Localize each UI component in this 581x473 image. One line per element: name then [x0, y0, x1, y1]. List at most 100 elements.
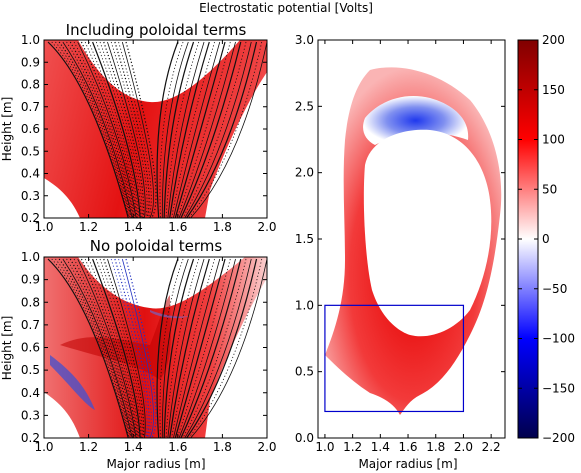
field-line: [77, 41, 137, 218]
field-line: [180, 258, 242, 438]
y-tick-label: 2.0: [295, 166, 314, 180]
panel-top-left: Including poloidal terms Height [m] 1.0 1…: [0, 21, 277, 234]
field-line: [77, 258, 137, 438]
field-line: [156, 41, 179, 218]
field-line: [169, 41, 210, 218]
field-line: [165, 258, 200, 438]
field-line: [161, 41, 189, 218]
field-line: [55, 41, 131, 218]
field-line: [174, 258, 226, 438]
field-line: [99, 41, 143, 218]
ticks-right: 1.0 1.2 1.4 1.6 1.8 2.0 2.2 0.0 0.5 1.0 1.5 2.0 2.5 3…: [295, 33, 505, 454]
y-tick-label: 3.0: [295, 33, 314, 47]
field-line: [118, 258, 152, 438]
y-tick-label: 0.2: [21, 211, 40, 225]
field-line: [103, 258, 145, 438]
y-tick-label: 0.0: [295, 431, 314, 445]
field-line: [99, 258, 143, 438]
field-line: [176, 41, 231, 218]
y-tick-label: 2.5: [295, 99, 314, 113]
x-tick-label: 2.0: [454, 440, 473, 454]
y-tick-label: 1.0: [21, 250, 40, 264]
field-line: [190, 41, 267, 218]
y-tick-label: 0.9: [21, 273, 40, 287]
field-line: [184, 41, 252, 218]
colorbar-tick-label: 50: [542, 182, 557, 196]
field-line: [178, 258, 236, 438]
dark-band-bottom: [60, 295, 171, 380]
xlabel-bottom-left: Major radius [m]: [106, 457, 205, 471]
field-line: [125, 41, 157, 218]
field-line: [161, 258, 189, 438]
field-line: [92, 41, 141, 218]
colorbar: 200 150 100 50 0 −50 −100 −150 −200: [517, 33, 575, 445]
field-line: [110, 258, 148, 438]
panel-title-bottom-left: No poloidal terms: [90, 237, 223, 255]
field-line: [125, 258, 157, 438]
y-tick-label: 0.5: [295, 365, 314, 379]
x-tick-label: 1.4: [124, 220, 143, 234]
y-tick-label: 0.4: [21, 167, 40, 181]
x-tick-label: 1.8: [213, 220, 232, 234]
x-tick-label: 1.8: [213, 440, 232, 454]
x-tick-label: 1.2: [79, 440, 98, 454]
field-line: [188, 41, 263, 218]
field-line: [165, 41, 200, 218]
field-line: [62, 41, 133, 218]
field-line: [121, 258, 154, 438]
x-tick-label: 1.0: [315, 440, 334, 454]
field-line: [95, 41, 142, 218]
field-line: [176, 258, 231, 438]
y-tick-label: 1.5: [295, 232, 314, 246]
y-tick-label: 0.3: [21, 189, 40, 203]
x-tick-label: 1.4: [371, 440, 390, 454]
field-line: [66, 258, 134, 438]
panel-title-top-left: Including poloidal terms: [66, 21, 247, 39]
field-line: [107, 41, 146, 218]
field-line: [118, 41, 152, 218]
blue-band-bottom: [50, 355, 95, 410]
field-line: [172, 41, 221, 218]
x-tick-label: 1.0: [34, 220, 53, 234]
field-line: [73, 258, 136, 438]
field-line: [172, 258, 221, 438]
field-line: [163, 258, 195, 438]
x-tick-label: 1.2: [343, 440, 362, 454]
field-line: [51, 258, 130, 438]
colorbar-tick-label: −150: [542, 381, 575, 395]
field-line: [58, 258, 132, 438]
x-tick-label: 1.4: [124, 440, 143, 454]
panel-right: Major radius [m] 1.0 1.2 1.4 1.6 1.8 2.0 2.2 0.…: [295, 33, 506, 471]
field-line: [184, 258, 252, 438]
y-tick-label: 0.4: [21, 386, 40, 400]
colorbar-ticks: 200 150 100 50 0 −50 −100 −150 −200: [518, 33, 575, 445]
x-tick-label: 2.0: [257, 220, 276, 234]
field-line: [114, 41, 150, 218]
colorbar-tick-label: 100: [542, 133, 565, 147]
field-line: [88, 258, 140, 438]
field-line: [47, 41, 129, 218]
field-line: [66, 41, 134, 218]
field-line: [174, 41, 226, 218]
field-line: [47, 258, 129, 438]
y-tick-label: 0.6: [21, 122, 40, 136]
ticks-top-left: 1.0 1.2 1.4 1.6 1.8 2.0 0.2 0.3 0.4 0.5 0.6 0.7 0.8 0…: [21, 33, 277, 234]
figure-title: Electrostatic potential [Volts]: [199, 1, 373, 15]
y-tick-label: 1.0: [295, 298, 314, 312]
field-line: [190, 258, 267, 438]
y-tick-label: 0.7: [21, 100, 40, 114]
x-tick-label: 1.6: [168, 220, 187, 234]
field-line: [156, 258, 179, 438]
x-tick-label: 2.0: [257, 440, 276, 454]
field-line: [178, 41, 236, 218]
field-line: [182, 258, 247, 438]
y-tick-label: 0.2: [21, 431, 40, 445]
x-tick-label: 1.8: [426, 440, 445, 454]
plasma-core-right: [363, 129, 492, 337]
field-line: [167, 258, 205, 438]
field-line: [55, 258, 131, 438]
field-line: [121, 41, 154, 218]
ticks-bottom-left: 1.0 1.2 1.4 1.6 1.8 2.0 0.2 0.3 0.4 0.5 0.6 0.7 0.8 0…: [21, 250, 277, 454]
x-tick-label: 2.2: [482, 440, 501, 454]
